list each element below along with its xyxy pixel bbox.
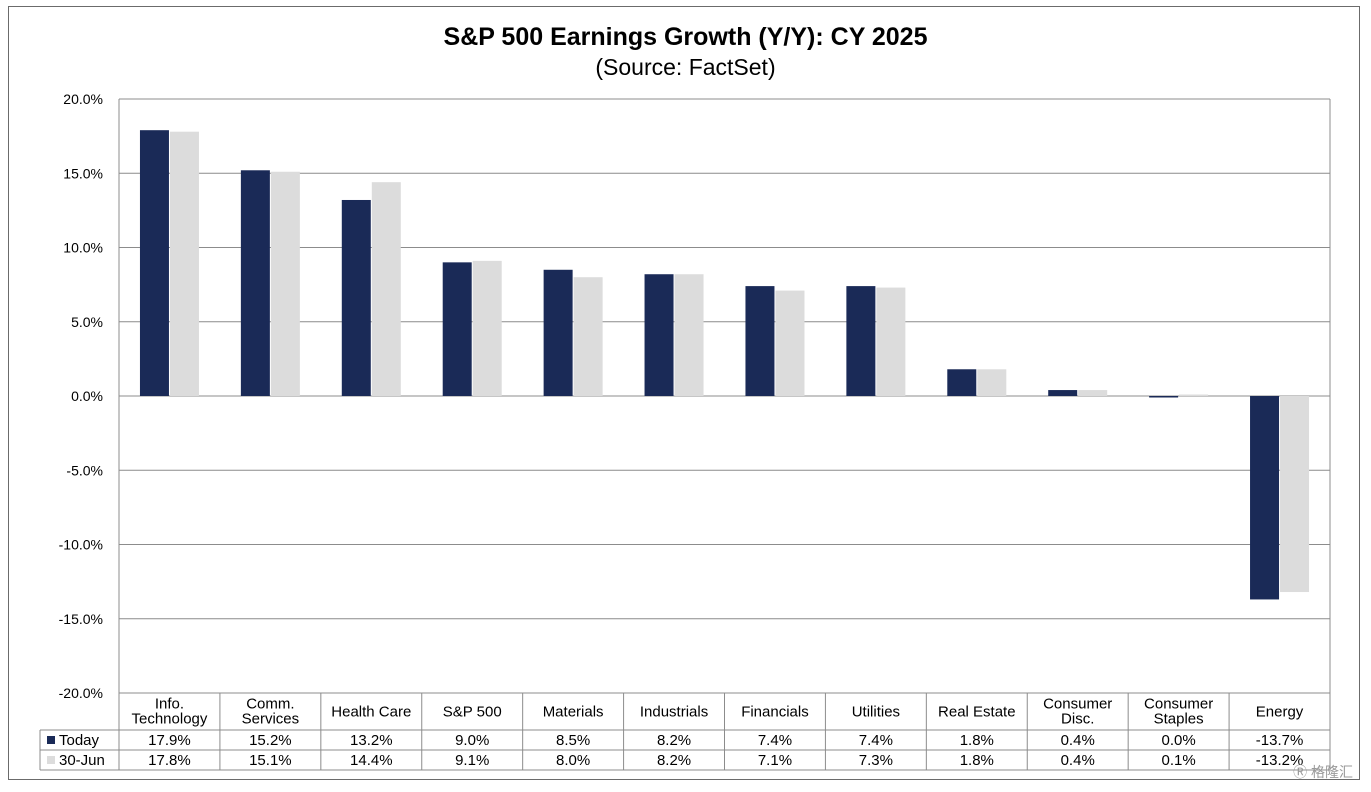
category-label: Financials xyxy=(741,704,809,721)
bar-30-jun xyxy=(270,171,300,396)
category-label: S&P 500 xyxy=(443,704,502,721)
category-label: Materials xyxy=(543,704,604,721)
y-tick-label: -5.0% xyxy=(66,462,103,478)
category-label: Technology xyxy=(132,711,208,728)
bar-30-jun xyxy=(1280,396,1310,593)
data-label: 14.4% xyxy=(350,752,393,769)
legend-label: 30-Jun xyxy=(59,752,105,769)
data-label: 17.8% xyxy=(148,752,191,769)
bar-today xyxy=(543,269,573,396)
data-label: 7.1% xyxy=(758,752,792,769)
category-label: Staples xyxy=(1154,711,1204,728)
data-label: 1.8% xyxy=(960,752,994,769)
chart-frame xyxy=(8,6,1360,780)
bar-today xyxy=(1250,396,1280,600)
category-label: Utilities xyxy=(852,704,900,721)
watermark-logo: Ⓡ 格隆汇 xyxy=(1293,764,1353,780)
bar-today xyxy=(240,170,270,396)
legend-label: Today xyxy=(59,732,100,749)
bar-30-jun xyxy=(472,260,502,396)
bar-30-jun xyxy=(1179,394,1209,396)
y-tick-label: 20.0% xyxy=(63,91,103,107)
data-label: 0.4% xyxy=(1061,752,1095,769)
bar-30-jun xyxy=(1078,390,1108,396)
data-label: 1.8% xyxy=(960,732,994,749)
y-tick-label: 15.0% xyxy=(63,165,103,181)
data-label: 8.2% xyxy=(657,752,691,769)
bar-today xyxy=(644,274,674,396)
bar-today xyxy=(139,130,169,396)
category-label: Consumer xyxy=(1043,696,1112,713)
data-label: 17.9% xyxy=(148,732,191,749)
y-axis-ticks: 20.0% 15.0% 10.0% 5.0% 0.0% -5.0% -10.0% -15.0%… xyxy=(59,91,103,701)
bar-30-jun xyxy=(775,290,805,396)
bar-30-jun xyxy=(371,182,401,396)
bar-30-jun xyxy=(876,287,906,396)
data-label: 13.2% xyxy=(350,732,393,749)
category-label: Energy xyxy=(1256,704,1304,721)
category-label: Industrials xyxy=(640,704,708,721)
bar-30-jun xyxy=(674,274,704,396)
data-label: -13.7% xyxy=(1256,732,1304,749)
bar-today xyxy=(947,369,977,396)
category-label: Health Care xyxy=(331,704,411,721)
category-label: Consumer xyxy=(1144,696,1213,713)
bar-30-jun xyxy=(169,131,199,397)
bar-today xyxy=(1048,390,1078,396)
bar-30-jun xyxy=(977,369,1007,396)
bar-today xyxy=(341,199,371,396)
legend-swatch xyxy=(47,756,55,764)
data-label: 0.0% xyxy=(1162,732,1196,749)
data-label: 15.2% xyxy=(249,732,292,749)
data-label: 7.3% xyxy=(859,752,893,769)
bar-today xyxy=(442,262,472,396)
gridlines xyxy=(118,98,1331,694)
data-label: 9.0% xyxy=(455,732,489,749)
y-tick-label: 5.0% xyxy=(71,314,103,330)
bar-today xyxy=(846,286,876,396)
data-label: 9.1% xyxy=(455,752,489,769)
y-tick-label: -10.0% xyxy=(59,537,103,553)
data-table: Info.Technology Comm.Services Health Care S… xyxy=(39,693,1331,771)
data-label: 0.4% xyxy=(1061,732,1095,749)
category-label: Disc. xyxy=(1061,711,1094,728)
data-label: 0.1% xyxy=(1162,752,1196,769)
category-label: Real Estate xyxy=(938,704,1016,721)
category-label: Info. xyxy=(155,696,184,713)
y-tick-label: 10.0% xyxy=(63,240,103,256)
data-label: 8.0% xyxy=(556,752,590,769)
bar-today xyxy=(1149,396,1179,398)
bars xyxy=(139,130,1310,600)
bar-30-jun xyxy=(573,277,603,396)
y-tick-label: -15.0% xyxy=(59,611,103,627)
category-label: Comm. xyxy=(246,696,294,713)
data-label: 8.5% xyxy=(556,732,590,749)
data-label: -13.2% xyxy=(1256,752,1304,769)
data-label: 7.4% xyxy=(758,732,792,749)
chart-subtitle: (Source: FactSet) xyxy=(595,54,776,80)
watermark-text: 格隆汇 xyxy=(1311,764,1353,780)
data-label: 7.4% xyxy=(859,732,893,749)
data-label: 8.2% xyxy=(657,732,691,749)
y-tick-label: -20.0% xyxy=(59,685,103,701)
y-tick-label: 0.0% xyxy=(71,388,103,404)
data-label: 15.1% xyxy=(249,752,292,769)
chart-title: S&P 500 Earnings Growth (Y/Y): CY 2025 xyxy=(443,23,928,51)
bar-today xyxy=(745,286,775,396)
category-label: Services xyxy=(242,711,300,728)
legend-swatch xyxy=(47,736,55,744)
